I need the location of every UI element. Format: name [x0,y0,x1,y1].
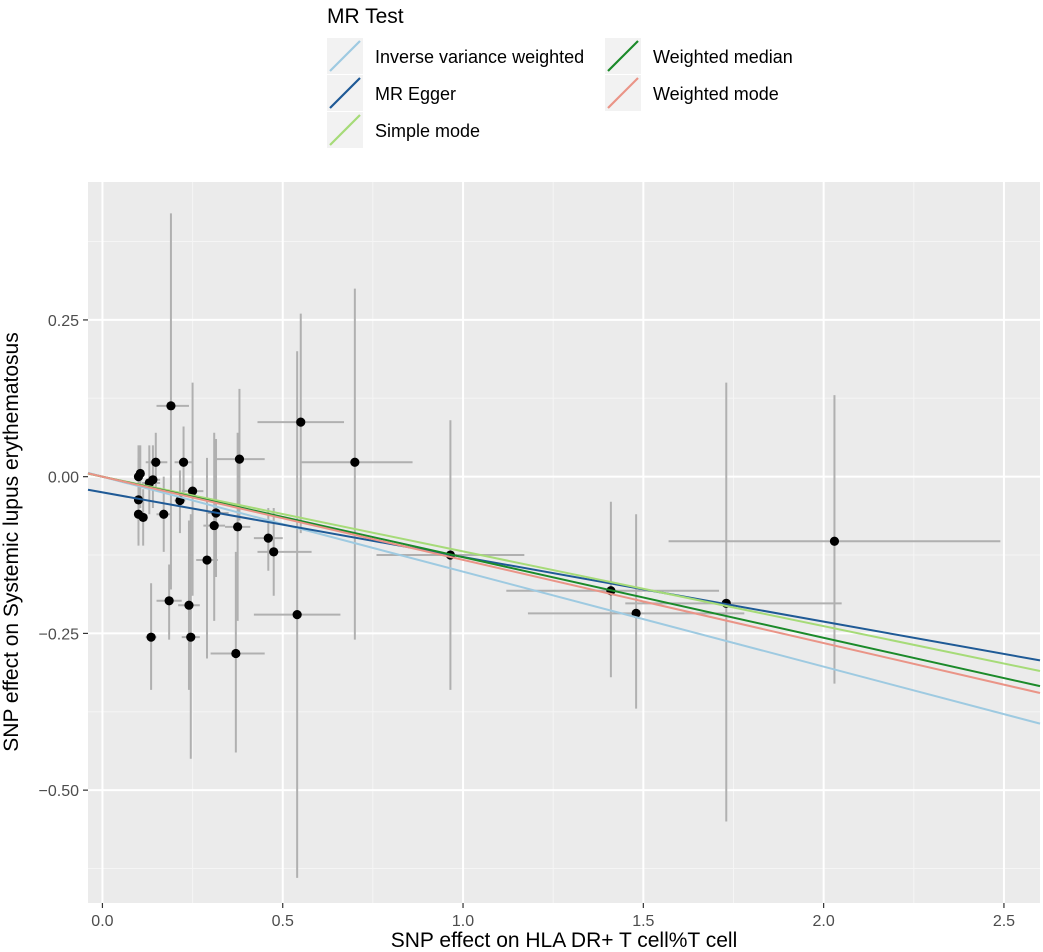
legend-label-inverse-variance-weighted: Inverse variance weighted [375,47,584,67]
legend-label-weighted-mode: Weighted mode [653,84,779,104]
data-point [296,417,306,427]
x-axis-ticks: 0.0 0.5 1.0 1.5 2.0 2.5 [91,903,1015,930]
data-point [234,454,245,464]
y-tick-label: 0.25 [48,313,79,330]
data-point [231,648,241,659]
legend-swatch-mr-egger [329,77,361,109]
data-point [209,520,219,531]
legend-label-weighted-median: Weighted median [653,47,793,67]
fit-line-weighted-median [87,472,1041,688]
x-tick-label: 0.0 [91,913,113,930]
x-tick-label: 0.5 [272,913,294,930]
data-point [178,457,189,467]
legend-label-mr-egger: MR Egger [375,84,456,104]
x-tick-label: 2.0 [813,913,835,930]
legend-title: MR Test [327,5,404,28]
y-tick-label: 0.00 [48,470,79,487]
y-axis-ticks: 0.25 0.00 −0.25 −0.50 [39,313,88,800]
data-point [292,610,302,620]
data-point [829,536,840,546]
data-point [269,547,279,557]
fit-line-simple-mode [87,472,1041,672]
minor-gridlines [88,182,1040,903]
fit-line-mr-egger [87,488,1041,662]
x-tick-label: 1.0 [452,913,474,930]
data-point [138,512,148,523]
data-point [186,632,196,642]
y-tick-label: −0.50 [39,783,80,800]
legend-swatch-weighted-median [607,40,639,72]
data-point [350,457,360,467]
data-point [148,475,158,485]
x-tick-label: 2.5 [993,913,1015,930]
legend-swatch-simple-mode [329,114,361,146]
data-point [166,401,176,411]
major-gridlines [88,182,1040,903]
data-point [263,533,273,543]
plot-panel [88,182,1040,903]
data-point [202,555,212,565]
data-point [146,632,156,642]
fit-line-weighted-mode [87,472,1041,694]
data-point [164,596,174,606]
data-point [187,486,198,496]
y-axis-title: SNP effect on Systemic lupus erythematos… [0,332,23,751]
data-point [135,468,145,479]
fit-line-inverse-variance-weighted [87,471,1041,725]
y-tick-label: −0.25 [39,626,80,643]
x-tick-label: 1.5 [632,913,654,930]
data-point [151,457,161,467]
data-point [233,522,243,532]
fit-lines [87,471,1041,725]
legend-label-simple-mode: Simple mode [375,121,480,141]
legend-swatch-inverse-variance-weighted [329,40,361,72]
data-point [159,509,169,519]
data-point [184,600,194,610]
legend: MR Test Inverse variance weighted MR Egge… [327,5,793,148]
x-axis-title: SNP effect on HLA DR+ T cell%T cell [391,929,737,952]
legend-swatch-weighted-mode [607,77,639,109]
